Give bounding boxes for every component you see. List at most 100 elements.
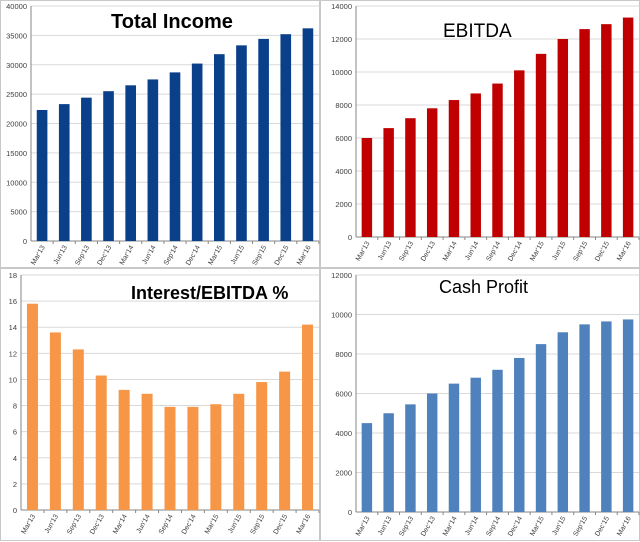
y-tick-label: 10000	[331, 311, 352, 320]
bar	[118, 389, 130, 510]
y-tick-label: 0	[13, 506, 17, 515]
x-tick-label: Jun'13	[44, 513, 60, 534]
x-tick-label: Jun'14	[136, 513, 152, 534]
bar	[361, 423, 373, 512]
bar	[470, 93, 481, 237]
bar	[535, 344, 547, 512]
total-income-chart: 0 5000 10000 15000 20000 25000 30000 35000 40000…	[0, 0, 320, 268]
bar	[470, 377, 481, 512]
chart-title: Total Income	[111, 11, 233, 33]
bar	[535, 53, 547, 237]
bar	[579, 324, 590, 512]
interest-ebitda-plot: 0 2 4 6 8 10 12 14 16 18 Mar'13 Jun'13 Sep'13 Dec'13 M…	[9, 271, 320, 536]
y-tick-label: 12000	[331, 35, 352, 44]
bar	[279, 371, 291, 510]
bar	[492, 83, 503, 237]
x-tick-label: Mar'14	[112, 513, 129, 535]
x-tick-label: Dec'14	[185, 244, 202, 266]
bar	[579, 29, 590, 237]
bar	[426, 393, 438, 512]
x-tick-label: Mar'15	[204, 513, 221, 535]
bar	[210, 404, 222, 510]
y-tick-label: 0	[348, 233, 352, 242]
total-income-plot: 0 5000 10000 15000 20000 25000 30000 35000 40000…	[6, 2, 320, 267]
y-tick-label: 0	[23, 237, 27, 246]
x-tick-label: Mar'14	[442, 240, 459, 262]
x-tick-label: Mar'14	[442, 515, 459, 537]
y-tick-label: 4000	[335, 429, 352, 438]
bar	[125, 85, 137, 241]
y-tick-label: 2000	[335, 200, 352, 209]
bar	[448, 100, 460, 237]
bar	[191, 63, 203, 242]
x-tick-label: Jun'13	[377, 515, 393, 536]
x-tick-label: Dec'15	[272, 513, 289, 535]
y-tick-label: 18	[9, 271, 17, 280]
bar	[58, 104, 70, 241]
chart-title: EBITDA	[443, 21, 512, 42]
y-tick-label: 10000	[6, 178, 27, 187]
y-tick-label: 12	[9, 349, 17, 358]
bar	[405, 404, 416, 512]
ebitda-plot: 0 2000 4000 6000 8000 10000 12000 14000 Mar'13 Ju…	[331, 2, 640, 263]
bar	[492, 369, 503, 512]
x-tick-label: Dec'15	[274, 244, 291, 266]
y-tick-label: 25000	[6, 90, 27, 99]
x-tick-label: Mar'15	[529, 240, 546, 262]
y-tick-label: 10	[9, 375, 17, 384]
bar	[361, 138, 373, 237]
x-tick-label: Mar'13	[355, 240, 372, 262]
y-tick-label: 2000	[335, 469, 352, 478]
interest-ebitda-chart: 0 2 4 6 8 10 12 14 16 18 Mar'13 Jun'13 Sep'13 Dec'13 M…	[0, 268, 320, 541]
x-tick-label: Mar'16	[296, 513, 313, 535]
x-tick-label: Dec'15	[594, 240, 611, 262]
bar	[95, 375, 107, 510]
bar	[147, 79, 159, 241]
bar	[426, 108, 438, 237]
y-tick-label: 20000	[6, 120, 27, 129]
x-tick-label: Jun'15	[551, 240, 567, 261]
y-tick-label: 8000	[335, 101, 352, 110]
y-tick-label: 0	[348, 508, 352, 517]
bar	[233, 393, 245, 510]
x-tick-label: Dec'14	[507, 515, 524, 537]
bar	[258, 38, 269, 242]
x-tick-label: Jun'15	[551, 515, 567, 536]
x-tick-label: Sep'14	[158, 513, 175, 535]
bar	[72, 349, 84, 510]
x-tick-label: Jun'14	[141, 244, 157, 265]
x-tick-label: Sep'13	[66, 513, 83, 535]
x-tick-label: Dec'13	[420, 515, 437, 537]
bar	[405, 118, 416, 237]
x-tick-label: Jun'13	[53, 244, 69, 265]
y-tick-label: 30000	[6, 61, 27, 70]
bar	[383, 128, 394, 237]
bar	[36, 109, 48, 241]
x-tick-label: Dec'14	[181, 513, 198, 535]
x-tick-label: Jun'14	[464, 240, 480, 261]
y-tick-label: 8	[13, 402, 17, 411]
y-tick-label: 40000	[6, 2, 27, 11]
x-tick-label: Sep'15	[250, 513, 267, 535]
bar	[26, 303, 38, 510]
bar	[213, 54, 225, 241]
x-tick-label: Sep'13	[398, 240, 415, 262]
x-tick-label: Mar'13	[21, 513, 38, 535]
bar	[383, 413, 394, 512]
bar	[622, 319, 634, 512]
x-tick-label: Sep'15	[251, 244, 268, 266]
x-tick-label: Jun'14	[464, 515, 480, 536]
bar	[557, 39, 569, 237]
x-tick-label: Sep'14	[485, 240, 502, 262]
bar	[514, 70, 525, 237]
y-tick-label: 16	[9, 297, 17, 306]
x-tick-label: Mar'14	[119, 244, 136, 266]
bar	[256, 382, 268, 510]
x-tick-label: Mar'16	[616, 515, 633, 537]
x-tick-label: Sep'13	[398, 515, 415, 537]
x-tick-label: Sep'13	[74, 244, 91, 266]
y-tick-label: 6000	[335, 390, 352, 399]
bar	[169, 72, 181, 241]
x-tick-label: Sep'15	[572, 240, 589, 262]
bar	[103, 91, 114, 241]
